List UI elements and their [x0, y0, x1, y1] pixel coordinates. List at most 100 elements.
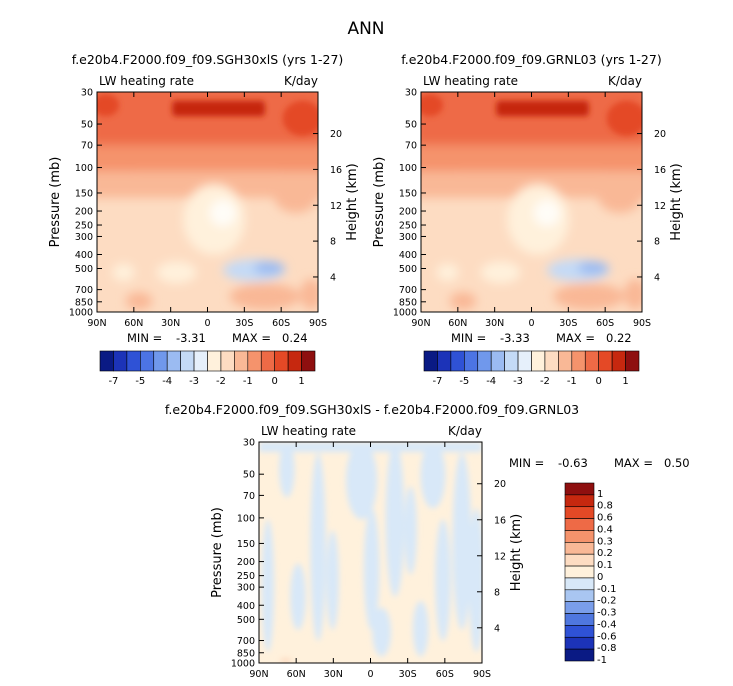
- field-contours: [259, 442, 482, 663]
- y-tick-label: 500: [237, 615, 255, 626]
- colorbar-swatch: [625, 350, 640, 372]
- x-tick-label: 60S: [436, 669, 454, 680]
- y-tick-label: 700: [237, 636, 255, 647]
- units-label: K/day: [448, 424, 482, 438]
- y-tick-label: 1000: [231, 659, 255, 670]
- min-value: -3.33: [500, 331, 530, 345]
- y-tick-label: 200: [75, 207, 93, 218]
- colorbar-swatch: [247, 350, 262, 372]
- y-tick-label: 300: [75, 232, 93, 243]
- colorbar-swatch: [564, 577, 595, 591]
- colorbar-swatch: [611, 350, 626, 372]
- y-tick-label: 50: [243, 470, 255, 481]
- colorbar-swatch: [504, 350, 519, 372]
- colorbar: -7 -5 -4 -3 -2 -1 0 1: [423, 350, 640, 387]
- colorbar-swatch: [301, 350, 316, 372]
- colorbar-label: 1: [597, 489, 603, 500]
- x-tick-label: 30S: [399, 669, 417, 680]
- y2-tick-label: 20: [330, 129, 342, 140]
- y-axis-title: Pressure (mb): [372, 157, 387, 248]
- x-tick-label: 60S: [272, 318, 290, 329]
- y2-axis-title: Height (km): [669, 163, 684, 240]
- colorbar-label: -3: [189, 376, 199, 387]
- y2-tick-label: 4: [330, 272, 336, 283]
- colorbar-swatch: [517, 350, 532, 372]
- max-label: MAX =: [556, 331, 595, 345]
- max-value: 0.50: [664, 456, 690, 470]
- field-label: LW heating rate: [261, 424, 356, 438]
- colorbar-swatch: [564, 648, 595, 662]
- x-tick-label: 90S: [633, 318, 651, 329]
- y-tick-label: 400: [75, 250, 93, 261]
- y-tick-label: 50: [405, 120, 417, 131]
- x-tick-label: 0: [204, 318, 210, 329]
- y-tick-label: 300: [399, 232, 417, 243]
- colorbar-swatch: [207, 350, 222, 372]
- units-label: K/day: [284, 74, 318, 88]
- y-tick-label: 1000: [393, 308, 417, 319]
- y2-tick-label: 8: [330, 237, 336, 248]
- chart-panel-1: f.e20b4.F2000.f09_f09.SGH30xlS (yrs 1-27…: [48, 52, 360, 387]
- y-tick-label: 500: [399, 264, 417, 275]
- colorbar-swatch: [260, 350, 275, 372]
- y-tick-label: 500: [75, 264, 93, 275]
- colorbar-label: 0.4: [597, 524, 613, 535]
- colorbar-swatch: [193, 350, 208, 372]
- y-tick-label: 100: [75, 163, 93, 174]
- colorbar-label: 0.3: [597, 536, 613, 547]
- y-tick-label: 150: [399, 188, 417, 199]
- min-value: -3.31: [176, 331, 206, 345]
- y-tick-label: 400: [237, 601, 255, 612]
- y2-tick-label: 4: [494, 623, 500, 634]
- y-tick-label: 200: [237, 557, 255, 568]
- x-tick-label: 30S: [235, 318, 253, 329]
- colorbar-label: 1: [298, 376, 304, 387]
- colorbar-swatch: [564, 565, 595, 579]
- units-label: K/day: [608, 74, 642, 88]
- y2-axis-title: Height (km): [345, 163, 360, 240]
- colorbar-label: -2: [216, 376, 226, 387]
- y-tick-label: 100: [399, 163, 417, 174]
- colorbar-label: -7: [432, 376, 442, 387]
- colorbar-label: -4: [162, 376, 172, 387]
- colorbar-label: 0.8: [597, 501, 613, 512]
- x-tick-label: 90N: [87, 318, 106, 329]
- x-tick-label: 90N: [411, 318, 430, 329]
- y-axis-title: Pressure (mb): [48, 157, 63, 248]
- colorbar-swatch: [564, 530, 595, 543]
- colorbar: -7 -5 -4 -3 -2 -1 0 1: [99, 350, 316, 387]
- max-value: 0.22: [606, 331, 632, 345]
- colorbar-swatch: [584, 350, 599, 372]
- colorbar-swatch: [564, 613, 595, 626]
- x-tick-label: 90S: [473, 669, 491, 680]
- colorbar-swatch: [564, 636, 595, 650]
- y2-tick-label: 16: [654, 165, 666, 176]
- colorbar-swatch: [571, 350, 586, 372]
- y-tick-label: 300: [237, 583, 255, 594]
- colorbar-label: -7: [108, 376, 118, 387]
- colorbar-label: -1: [567, 376, 577, 387]
- colorbar-label: 0.2: [597, 548, 613, 559]
- y-tick-label: 1000: [69, 308, 93, 319]
- colorbar-swatch: [450, 350, 465, 372]
- y-tick-label: 150: [75, 188, 93, 199]
- chart-title: f.e20b4.F2000.f09_f09.SGH30xlS (yrs 1-27…: [72, 52, 344, 67]
- y2-tick-label: 12: [654, 201, 666, 212]
- field-contours: [97, 92, 318, 312]
- y-tick-label: 70: [81, 141, 93, 152]
- colorbar-swatch: [564, 589, 595, 602]
- figure-title: ANN: [347, 19, 384, 39]
- colorbar-label: -0.3: [597, 608, 617, 619]
- x-tick-label: 60N: [124, 318, 143, 329]
- y-tick-label: 50: [81, 120, 93, 131]
- y-tick-label: 700: [399, 285, 417, 296]
- colorbar-label: -0.8: [597, 643, 617, 654]
- y2-tick-label: 16: [494, 515, 506, 526]
- y2-axis-title: Height (km): [509, 514, 524, 591]
- colorbar-swatch: [564, 518, 595, 531]
- max-label: MAX =: [232, 331, 271, 345]
- colorbar-swatch: [564, 542, 595, 555]
- y-tick-label: 850: [75, 297, 93, 308]
- x-tick-label: 60S: [596, 318, 614, 329]
- chart-panel-2: f.e20b4.F2000.f09_f09.GRNL03 (yrs 1-27) L…: [372, 52, 684, 387]
